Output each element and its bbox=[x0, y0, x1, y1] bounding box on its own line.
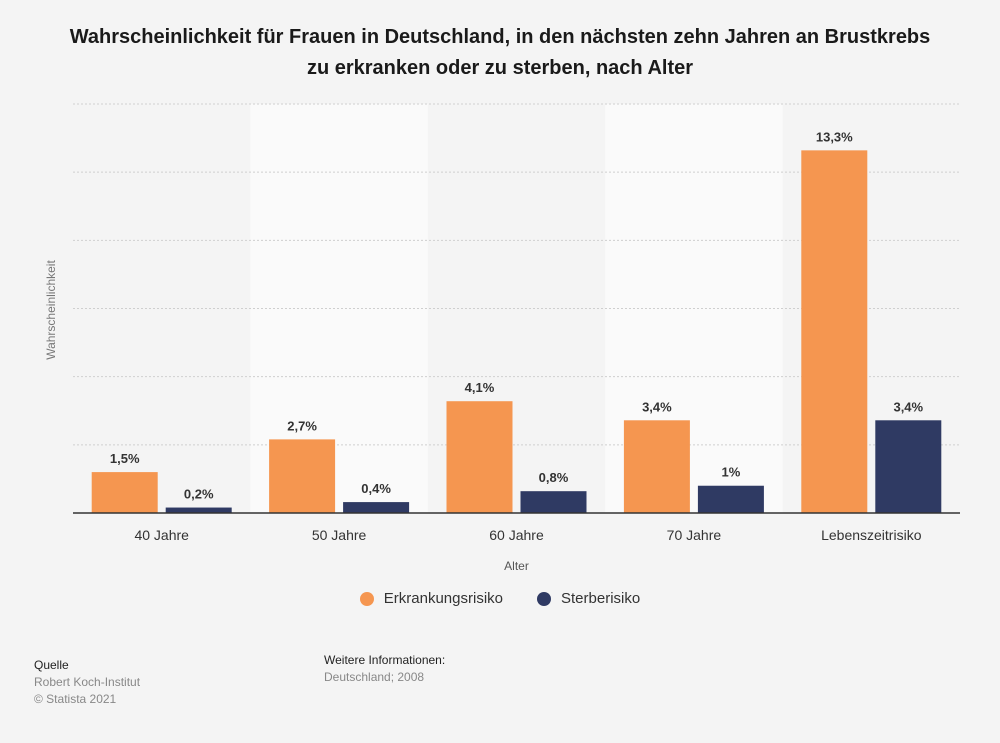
bar-erkrankungsrisiko bbox=[623, 420, 690, 513]
source-heading: Quelle bbox=[34, 658, 69, 672]
x-tick-label: 50 Jahre bbox=[312, 527, 367, 543]
data-label: 0,4% bbox=[361, 481, 391, 496]
data-label: 4,1% bbox=[465, 380, 495, 395]
legend-swatch-sterberisiko bbox=[537, 591, 551, 606]
data-label: 1,5% bbox=[110, 451, 140, 466]
bar-erkrankungsrisiko bbox=[801, 150, 868, 513]
bar-erkrankungsrisiko bbox=[446, 401, 513, 513]
info-text: Deutschland; 2008 bbox=[324, 670, 425, 684]
legend-item-erkrankungsrisiko[interactable]: Erkrankungsrisiko bbox=[359, 590, 503, 607]
bar-erkrankungsrisiko bbox=[91, 472, 158, 513]
x-tick-label: 60 Jahre bbox=[489, 527, 544, 543]
legend-swatch-erkrankungsrisiko bbox=[359, 591, 374, 606]
bar-sterberisiko bbox=[343, 502, 410, 513]
data-label: 3,4% bbox=[642, 399, 672, 414]
data-label: 0,2% bbox=[184, 487, 214, 502]
data-label: 13,3% bbox=[816, 129, 853, 144]
x-tick-label: 40 Jahre bbox=[134, 527, 189, 543]
source-name[interactable]: Robert Koch-Institut bbox=[34, 675, 141, 689]
data-label: 2,7% bbox=[287, 418, 317, 433]
legend: Erkrankungsrisiko Sterberisiko bbox=[0, 590, 1000, 607]
bar-sterberisiko bbox=[697, 485, 764, 513]
data-label: 1% bbox=[722, 465, 741, 480]
bar-erkrankungsrisiko bbox=[269, 439, 336, 513]
source-block: Quelle Robert Koch-Institut © Statista 2… bbox=[34, 657, 140, 708]
x-tick-label: 70 Jahre bbox=[667, 527, 722, 543]
data-label: 3,4% bbox=[893, 399, 923, 414]
chart-title: Wahrscheinlichkeit für Frauen in Deutsch… bbox=[69, 26, 931, 79]
bar-sterberisiko bbox=[520, 491, 587, 513]
info-block: Weitere Informationen: Deutschland; 2008 bbox=[324, 652, 445, 686]
copyright[interactable]: © Statista 2021 bbox=[34, 692, 117, 706]
x-tick-label: Lebenszeitrisiko bbox=[821, 527, 922, 543]
legend-label: Erkrankungsrisiko bbox=[383, 590, 503, 607]
legend-label: Sterberisiko bbox=[561, 590, 641, 607]
data-label: 0,8% bbox=[539, 470, 569, 485]
bar-sterberisiko bbox=[165, 507, 232, 513]
bar-sterberisiko bbox=[875, 420, 942, 513]
info-heading: Weitere Informationen: bbox=[324, 653, 446, 667]
legend-item-sterberisiko[interactable]: Sterberisiko bbox=[537, 590, 640, 607]
x-axis-title: Alter bbox=[504, 559, 529, 573]
y-axis-title: Wahrscheinlichkeit bbox=[44, 260, 58, 360]
